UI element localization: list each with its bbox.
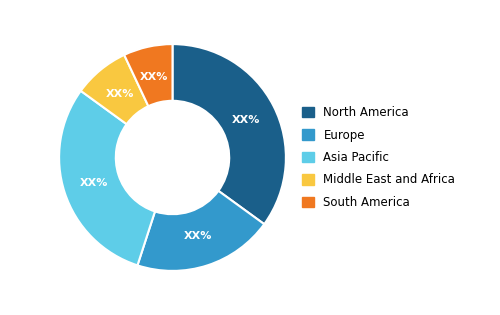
Text: XX%: XX% — [232, 115, 260, 125]
Text: XX%: XX% — [106, 89, 134, 99]
Wedge shape — [124, 44, 172, 106]
Text: XX%: XX% — [140, 72, 168, 82]
Wedge shape — [172, 44, 286, 224]
Legend: North America, Europe, Asia Pacific, Middle East and Africa, South America: North America, Europe, Asia Pacific, Mid… — [298, 101, 460, 214]
Wedge shape — [59, 91, 155, 265]
Wedge shape — [138, 191, 264, 271]
Text: XX%: XX% — [184, 231, 212, 241]
Wedge shape — [81, 55, 148, 124]
Text: XX%: XX% — [80, 178, 108, 188]
